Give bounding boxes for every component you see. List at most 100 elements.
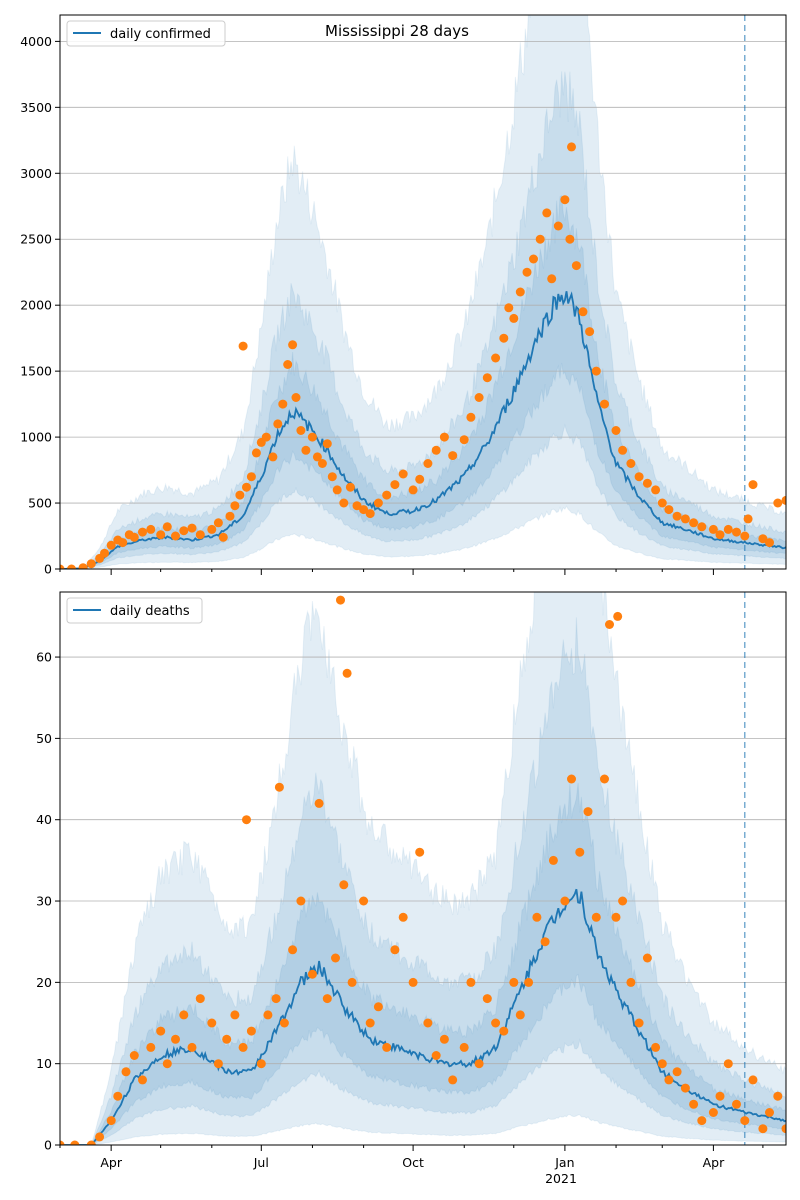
deaths-observed-point [575,847,585,857]
deaths-observed-point [732,1099,741,1109]
deaths-uncertainty-bands [60,592,786,1145]
confirmed-axes [59,14,787,570]
confirmed-legend-box [66,20,226,47]
confirmed-observed-point [611,426,621,435]
deaths-observed-point [408,977,418,987]
confirmed-observed-point [600,399,609,409]
confirmed-observed-point [365,509,375,519]
deaths-observed-point [680,1083,690,1093]
confirmed-observed-point [345,482,355,492]
confirmed-observed-point [317,459,327,468]
deaths-observed-point [740,1116,750,1126]
confirmed-observed-point [565,234,575,244]
confirmed-observed-point [291,393,301,402]
confirmed-observed-point [657,498,667,508]
confirmed-y-tick-label: 500 [28,496,52,511]
deaths-median-series [60,888,786,1145]
confirmed-y-tick-label: 4000 [20,34,52,49]
confirmed-observed-point [765,538,774,548]
deaths-observed-point [509,977,519,987]
confirmed-observed-point [382,490,392,500]
confirmed-observed-point [547,274,557,284]
confirmed-observed-point [327,472,337,482]
confirmed-median-series [60,291,786,569]
confirmed-observed-point [67,564,76,569]
deaths-observed-point [618,896,628,906]
confirmed-y-tick-label: 1500 [20,364,52,379]
deaths-observed-point [230,1010,240,1020]
deaths-observed-point [591,912,601,922]
confirmed-observed-point [288,340,298,350]
confirmed-observed-point [352,501,362,511]
deaths-observed-point [365,1018,375,1028]
confirmed-observed-point [515,287,525,297]
confirmed-observed-point [535,234,545,244]
deaths-median-line [60,888,786,1145]
deaths-observed-point [382,1042,392,1052]
confirmed-observed-point [781,495,786,505]
deaths-observed-point [246,1026,256,1036]
deaths-observed-point [146,1042,156,1052]
confirmed-observed-point [100,548,109,558]
confirmed-axes-frame [59,14,787,570]
deaths-x-tick-label: Oct [402,1155,424,1170]
deaths-observed-point [499,1026,509,1036]
confirmed-observed-point [664,505,674,515]
deaths-observed-point [263,1010,273,1020]
confirmed-y-tick-label: 1000 [20,430,52,445]
deaths-x-tick-label: Apr [100,1155,122,1170]
confirmed-observed-point [466,412,476,422]
deaths-observed-point [256,1059,266,1069]
deaths-observed-point [288,945,298,955]
deaths-observed-point [532,912,542,922]
confirmed-observed-point [491,353,501,363]
deaths-observed-point [605,620,614,629]
confirmed-observed-point [571,261,581,271]
confirmed-observed-point [626,459,636,468]
deaths-observed-point [347,977,357,987]
confirmed-observed-point [439,432,449,442]
deaths-observed-point [171,1034,180,1044]
confirmed-observed-point [680,514,690,524]
deaths-observed-point [322,994,332,1004]
deaths-observed-point [482,994,492,1004]
deaths-observed-point [474,1059,484,1069]
confirmed-legend: daily confirmed [66,20,226,47]
confirmed-observed-point [118,538,128,548]
confirmed-y-tick-label: 3500 [20,100,52,115]
confirmed-observed-point [591,366,601,376]
confirmed-observed-point [86,559,96,569]
deaths-legend-box [66,597,203,624]
deaths-observed-point [156,1026,166,1036]
deaths-observed-point [238,1042,248,1052]
deaths-x-tick-label: Jul [253,1155,269,1170]
confirmed-observed-point [156,530,166,540]
deaths-ticks: 0 10 20 30 40 50 60 Apr Jul Oct Jan Apr [36,650,764,1170]
deaths-observed-point [342,668,352,678]
confirmed-observed-point [213,518,223,528]
deaths-observed-point [95,1132,105,1142]
confirmed-legend-label: daily confirmed [110,27,211,42]
deaths-observed-point [113,1091,123,1101]
deaths-observed-point [279,1018,289,1028]
deaths-observed-point [70,1140,80,1145]
confirmed-observed-point [459,435,469,445]
deaths-observed-point [339,880,349,890]
deaths-y-tick-label: 40 [36,812,52,827]
confirmed-observed-point [415,474,425,484]
deaths-observed-point [723,1059,733,1069]
confirmed-observed-point [423,459,433,468]
deaths-legend: daily deaths [66,597,203,624]
confirmed-observed-point [162,522,172,532]
confirmed-observed-point [758,534,768,544]
deaths-observed-point [179,1010,189,1020]
confirmed-observed-point [283,360,293,369]
deaths-observed-point [271,994,281,1004]
confirmed-observed-point [278,399,288,409]
confirmed-observed-point [60,564,65,569]
deaths-observed-point [121,1067,131,1077]
deaths-observed-point [491,1018,501,1028]
deaths-y-tick-label: 50 [36,731,52,746]
confirmed-observed-point [408,485,418,495]
confirmed-y-tick-label: 2500 [20,232,52,247]
